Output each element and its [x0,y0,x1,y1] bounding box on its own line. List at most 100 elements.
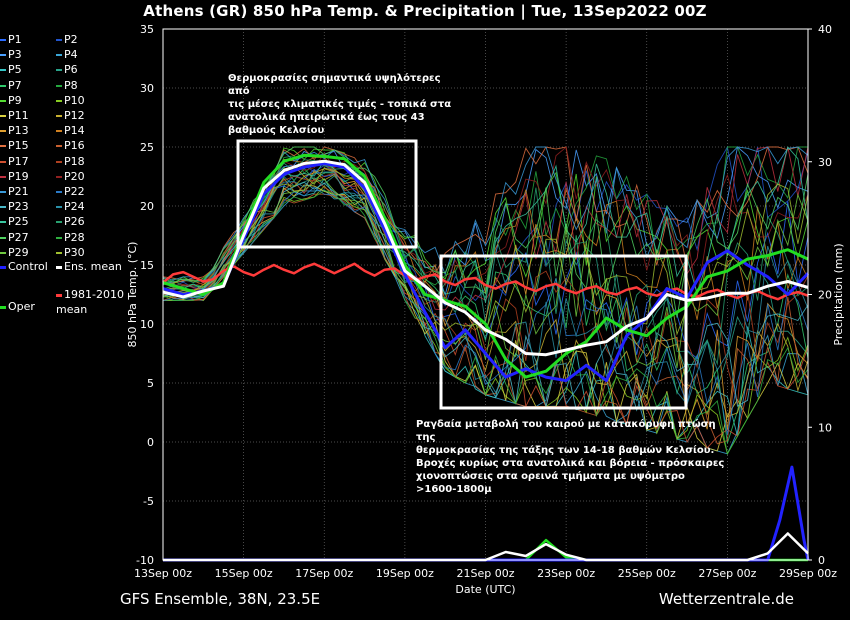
climate-mean-line [162,262,809,301]
legend-label: P3 [8,48,22,62]
x-axis-label: Date (UTC) [455,583,515,596]
y-tick-label: 0 [147,436,154,449]
x-tick-label: 29Sep 00z [779,567,837,580]
legend-label: P6 [64,63,78,77]
legend-item-member: P7 [0,78,22,93]
member-line [162,186,809,435]
legend-item-member: P20 [56,169,85,184]
legend-item-member: P18 [56,154,85,169]
legend-swatch [56,69,62,72]
legend-item-member: P19 [0,169,29,184]
legend-swatch [56,221,62,224]
main-series [162,153,810,562]
legend-swatch [56,251,62,254]
member-line [162,146,809,318]
chart-title: Athens (GR) 850 hPa Temp. & Precipitatio… [143,2,707,20]
y2-tick-label: 0 [818,554,825,567]
legend-item-member: P17 [0,154,29,169]
legend-item-member: P1 [0,32,22,47]
oper-temp-line [162,153,809,379]
legend-item-member: P5 [0,62,22,77]
legend-label: P12 [64,109,85,122]
legend-swatch [0,84,6,87]
highlight-boxes [236,139,688,410]
legend-label: P11 [8,109,29,122]
highlight-box-heat [236,139,418,249]
legend-label: 1981-2010 mean [56,288,124,316]
footer-model-label: GFS Ensemble, 38N, 23.5E [120,590,321,608]
legend-item-member: P3 [0,47,22,62]
legend-swatch [0,265,6,269]
legend-swatch [0,236,6,239]
legend-swatch [0,221,6,224]
legend-item-member: P12 [56,108,85,123]
legend-label: P21 [8,185,29,198]
y-tick-label: 5 [147,377,154,390]
legend-swatch [56,130,62,133]
legend-item-member: P9 [0,93,22,108]
y2-tick-label: 10 [818,421,832,434]
legend-item-member: P21 [0,184,29,199]
legend-label: P29 [8,245,29,259]
legend-item-member: P4 [56,47,78,62]
legend-label: P25 [8,215,29,229]
legend-item-member: P26 [56,214,85,229]
legend-swatch [0,160,6,163]
legend-swatch [56,39,62,41]
legend-swatch [56,115,62,117]
legend-item-member: P10 [56,93,85,108]
legend-label: P13 [8,124,29,138]
y-tick-label: 20 [140,200,154,213]
legend-item-member: P28 [56,230,85,245]
legend-item-member: P6 [56,62,78,77]
legend-label: P23 [8,200,29,214]
y-tick-label: -5 [143,495,154,508]
legend-label: Oper [8,300,35,313]
y2-tick-label: 40 [818,23,832,36]
y-tick-label: 25 [140,141,154,154]
legend-swatch [0,145,6,148]
legend-item-member: P16 [56,138,85,153]
member-line [162,146,809,284]
legend-label: P9 [8,93,22,107]
x-tick-label: 13Sep 00z [134,567,192,580]
member-line [162,181,809,412]
legend-swatch [56,54,62,57]
member-line [162,178,809,449]
legend-item-member: P8 [56,78,78,93]
legend-item-control: Control [0,259,48,274]
legend-swatch [0,115,6,117]
legend-label: P30 [64,245,85,259]
legend-item-member: P15 [0,138,29,153]
y2-tick-label: 20 [818,289,832,302]
legend-item-member: P27 [0,230,29,245]
annotation-cooling: Ραγδαία μεταβολή του καιρού με κατακόρυφ… [416,419,725,495]
legend-swatch [0,54,6,57]
legend-label: P7 [8,78,22,92]
annotation-heat: Θερμοκρασίες σημαντικά υψηλότερες από τι… [228,73,452,136]
y2-axis-label: Precipitation (mm) [832,243,845,345]
legend-item-member: P22 [56,184,85,199]
legend-label: P8 [64,78,78,92]
legend-label: P10 [64,93,85,107]
member-line [162,171,809,406]
legend-label: P15 [8,139,29,153]
legend-label: P24 [64,200,85,214]
legend-label: P16 [64,139,85,153]
member-line [162,178,809,368]
y-tick-label: 15 [140,259,154,272]
legend-item-oper: Oper [0,299,35,314]
legend-swatch [56,293,62,297]
y2-tick-label: 30 [818,156,832,169]
legend-swatch [0,251,6,254]
x-tick-label: 21Sep 00z [457,567,515,580]
highlight-box-cooling [439,254,688,410]
legend-item-member: P14 [56,123,85,138]
legend-item-member: P25 [0,214,29,229]
legend-item-member: P30 [56,245,85,260]
legend-item-member: P23 [0,199,29,214]
legend-label: P27 [8,230,29,244]
legend-label: P19 [8,169,29,183]
legend-swatch [56,191,62,193]
y-tick-label: 10 [140,318,154,331]
